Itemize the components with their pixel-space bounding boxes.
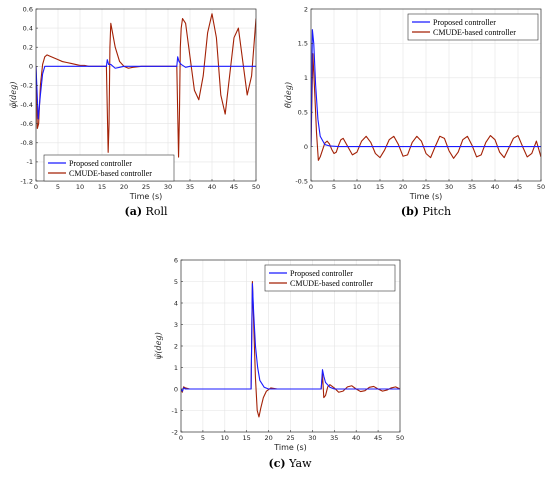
y-tick-label: 0.6: [23, 5, 33, 13]
x-tick-label: 5: [56, 183, 60, 191]
x-tick-label: 25: [286, 434, 294, 442]
x-tick-label: 50: [537, 183, 545, 191]
y-tick-label: -0.8: [20, 139, 33, 147]
x-tick-label: 10: [221, 434, 229, 442]
x-tick-label: 15: [376, 183, 384, 191]
chart-roll: 0 5 10 15 20 25 30 35 40 45 50 -1.2 -1 -0.8 -0.6 -0.4 -0…: [9, 5, 260, 218]
y-tick-label: 1.5: [298, 40, 308, 48]
y-tick-label: 0.4: [23, 24, 33, 32]
caption-tag: (b): [401, 205, 419, 218]
legend-label: Proposed controller: [433, 18, 496, 27]
subfigure-caption: (c) Yaw: [269, 457, 313, 470]
legend-box: [43, 154, 175, 182]
series-line-cmude: [311, 53, 541, 161]
y-axis-label: ψ̃(deg): [154, 332, 163, 360]
legend-label: CMUDE-based controller: [433, 28, 516, 37]
series-line-proposed: [36, 56, 256, 120]
y-tick-label: 0.2: [23, 44, 33, 52]
y-tick-label: -0.4: [20, 101, 33, 109]
series-line-proposed: [311, 29, 541, 148]
x-tick-label: 50: [396, 434, 404, 442]
legend-label: CMUDE-based controller: [290, 279, 373, 288]
subfigure-caption: (a) Roll: [125, 205, 168, 218]
x-tick-label: 0: [309, 183, 313, 191]
series-line-proposed: [181, 283, 400, 392]
x-tick-label: 5: [201, 434, 205, 442]
x-tick-label: 30: [164, 183, 172, 191]
x-tick-label: 20: [399, 183, 407, 191]
caption-text: Yaw: [286, 457, 312, 470]
x-tick-label: 45: [230, 183, 238, 191]
caption-text: Roll: [142, 205, 168, 218]
x-tick-label: 35: [468, 183, 476, 191]
series-line-cmude: [36, 13, 256, 158]
x-tick-label: 20: [264, 434, 272, 442]
x-tick-label: 35: [186, 183, 194, 191]
y-tick-label: -1.2: [20, 177, 33, 185]
x-tick-label: 30: [308, 434, 316, 442]
legend-label: CMUDE-based controller: [69, 169, 152, 178]
x-tick-label: 0: [179, 434, 183, 442]
caption-text: Pitch: [419, 205, 451, 218]
y-tick-label: -0.2: [20, 82, 33, 90]
y-tick-label: 2: [304, 5, 308, 13]
y-axis-label: θ̃(deg): [284, 82, 293, 108]
legend-box: [407, 13, 539, 41]
x-tick-label: 30: [445, 183, 453, 191]
y-tick-label: 1: [304, 74, 308, 82]
x-tick-label: 45: [374, 434, 382, 442]
x-tick-label: 40: [208, 183, 216, 191]
caption-tag: (a): [125, 205, 143, 218]
y-tick-label: -0.5: [295, 177, 308, 185]
x-tick-label: 35: [330, 434, 338, 442]
x-tick-label: 15: [98, 183, 106, 191]
x-tick-label: 5: [332, 183, 336, 191]
x-tick-label: 25: [422, 183, 430, 191]
y-tick-label: 0: [174, 385, 178, 393]
y-tick-label: 0: [304, 143, 308, 151]
y-tick-label: 2: [174, 342, 178, 350]
x-tick-label: 45: [514, 183, 522, 191]
y-tick-label: -1: [27, 158, 33, 166]
x-axis-label: Time (s): [409, 192, 443, 201]
y-tick-label: -2: [172, 428, 178, 436]
y-tick-label: 3: [174, 321, 178, 329]
y-tick-label: 6: [174, 256, 178, 264]
legend-label: Proposed controller: [290, 269, 353, 278]
y-tick-label: 5: [174, 278, 178, 286]
legend-box: [264, 264, 396, 292]
y-tick-label: 4: [174, 299, 178, 307]
y-axis-label: φ̃(deg): [9, 82, 18, 109]
x-tick-label: 10: [76, 183, 84, 191]
x-tick-label: 20: [120, 183, 128, 191]
caption-tag: (c): [269, 457, 286, 470]
x-tick-label: 50: [252, 183, 260, 191]
legend-label: Proposed controller: [69, 159, 132, 168]
y-tick-label: 0.5: [298, 109, 308, 117]
y-tick-label: -0.6: [20, 120, 33, 128]
x-tick-label: 40: [491, 183, 499, 191]
x-tick-label: 10: [353, 183, 361, 191]
x-axis-label: Time (s): [129, 192, 163, 201]
subfigure-caption: (b) Pitch: [401, 205, 451, 218]
y-tick-label: 1: [174, 364, 178, 372]
x-axis-label: Time (s): [273, 443, 307, 452]
x-tick-label: 25: [142, 183, 150, 191]
x-tick-label: 40: [352, 434, 360, 442]
x-tick-label: 0: [34, 183, 38, 191]
y-tick-label: 0: [29, 63, 33, 71]
x-tick-label: 15: [243, 434, 251, 442]
y-tick-label: -1: [172, 407, 178, 415]
